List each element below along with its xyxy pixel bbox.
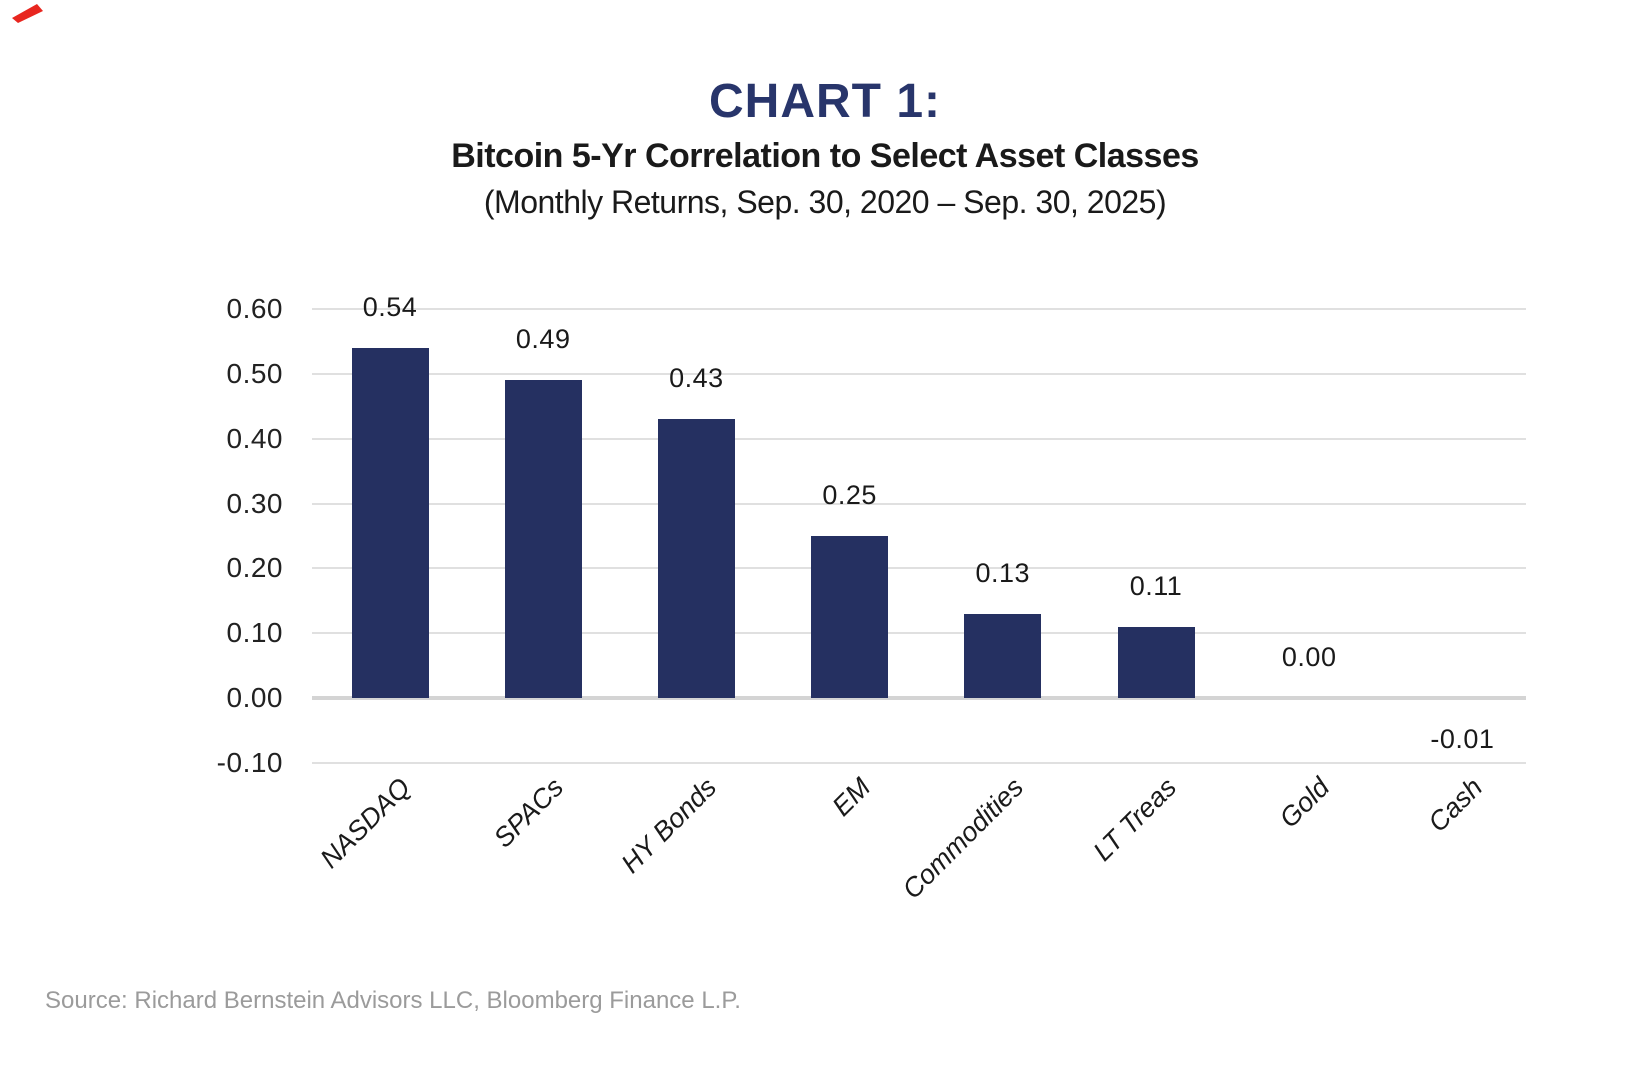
bar (811, 536, 889, 698)
y-tick-label: -0.10 (216, 746, 283, 778)
zero-gridline (312, 696, 1526, 700)
bar (964, 613, 1042, 698)
gridline (312, 632, 1526, 635)
bar-value-label: 0.43 (669, 363, 724, 394)
y-tick-label: 0.50 (226, 358, 283, 389)
x-category-label: EM (825, 772, 876, 822)
y-tick-label: 0.10 (226, 617, 283, 649)
x-category-label: Cash (1422, 772, 1489, 838)
bar-value-label: -0.01 (1430, 724, 1495, 754)
y-tick-label: 0.00 (226, 682, 283, 713)
bar (504, 380, 582, 698)
chart-subtitle: Bitcoin 5-Yr Correlation to Select Asset… (451, 137, 1199, 175)
y-tick-label: 0.40 (226, 422, 283, 454)
chart-title: CHART 1: (709, 75, 941, 128)
y-tick-label: 0.30 (226, 487, 283, 519)
gridline (312, 437, 1526, 440)
bar (351, 348, 429, 698)
chart-caption: (Monthly Returns, Sep. 30, 2020 – Sep. 3… (483, 184, 1167, 220)
bar-value-label: 0.49 (515, 324, 571, 355)
gridline (312, 567, 1526, 570)
x-category-label: Gold (1273, 772, 1336, 834)
x-category-label: LT Treas (1087, 772, 1183, 867)
gridline (312, 373, 1526, 375)
gridline (312, 761, 1526, 764)
x-category-label: SPACs (488, 772, 570, 854)
bar (657, 419, 735, 698)
bar (1117, 626, 1195, 698)
y-tick-label: 0.20 (226, 552, 283, 584)
gridline (312, 308, 1526, 311)
bar-value-label: 0.00 (1281, 642, 1337, 672)
bar-value-label: 0.11 (1129, 570, 1183, 601)
x-category-label: NASDAQ (314, 772, 417, 874)
bar-value-label: 0.25 (822, 480, 877, 510)
gridline (312, 502, 1526, 505)
source-attribution: Source: Richard Bernstein Advisors LLC, … (45, 987, 741, 1014)
x-category-label: Commodities (896, 772, 1030, 905)
y-tick-label: 0.60 (226, 293, 283, 325)
x-category-label: HY Bonds (615, 772, 723, 879)
bar-value-label: 0.13 (975, 557, 1031, 588)
red-corner-mark-icon (12, 4, 43, 23)
bar-value-label: 0.54 (362, 292, 418, 323)
